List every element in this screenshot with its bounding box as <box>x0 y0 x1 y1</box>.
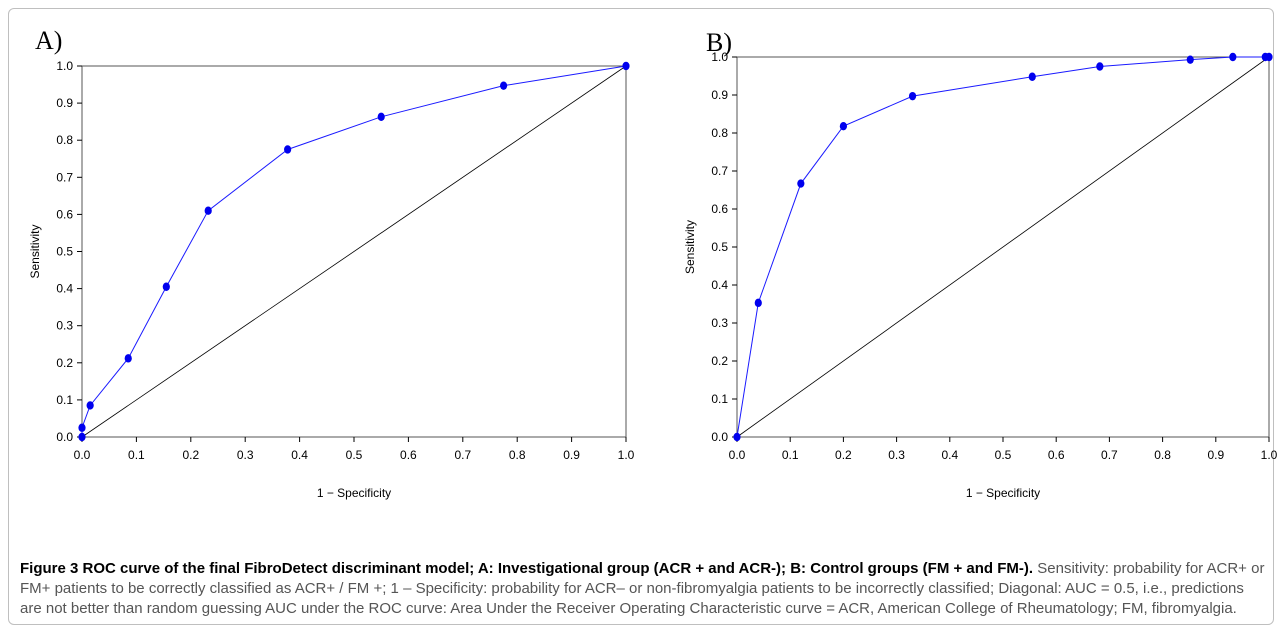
roc-point <box>1265 52 1273 62</box>
x-tick-label: 0.5 <box>995 448 1012 462</box>
panel-a-label: A) <box>35 26 63 55</box>
y-tick-label: 1.0 <box>56 59 73 73</box>
roc-point <box>284 145 292 154</box>
x-tick-label: 0.3 <box>888 448 905 462</box>
roc-point <box>204 206 212 215</box>
diagonal-reference-line <box>81 65 627 438</box>
x-tick-label: 0.8 <box>509 448 526 462</box>
x-tick-label: 0.1 <box>128 448 145 462</box>
x-axis-label: 1 − Specificity <box>317 486 391 500</box>
roc-point <box>78 423 86 432</box>
roc-point <box>733 432 741 442</box>
roc-point <box>839 121 848 131</box>
roc-point <box>1186 55 1194 64</box>
y-tick-label: 1.0 <box>711 50 728 64</box>
y-tick-label: 0.2 <box>56 356 73 370</box>
x-tick-label: 0.0 <box>729 448 746 462</box>
roc-point <box>908 91 917 101</box>
y-tick-label: 0.7 <box>56 170 73 184</box>
roc-point <box>1028 72 1036 81</box>
y-tick-label: 0.8 <box>56 133 73 147</box>
x-tick-label: 0.9 <box>563 448 580 462</box>
roc-point <box>162 282 170 291</box>
y-tick-label: 0.7 <box>711 164 728 178</box>
x-tick-label: 0.0 <box>74 448 91 462</box>
y-axis-label: Sensitivity <box>683 220 697 274</box>
x-tick-label: 0.2 <box>835 448 852 462</box>
y-tick-label: 0.5 <box>711 240 728 254</box>
x-tick-label: 0.4 <box>941 448 958 462</box>
roc-point <box>1096 62 1104 71</box>
figure-frame <box>8 8 1274 625</box>
y-tick-label: 0.1 <box>56 393 73 407</box>
roc-point <box>797 179 805 188</box>
x-axis-label: 1 − Specificity <box>966 486 1040 500</box>
x-tick-label: 0.6 <box>400 448 417 462</box>
roc-point <box>754 298 762 308</box>
y-tick-label: 0.3 <box>56 319 73 333</box>
roc-point <box>377 112 385 122</box>
roc-point <box>124 354 132 363</box>
y-tick-label: 0.9 <box>711 88 728 102</box>
x-tick-label: 0.7 <box>1101 448 1118 462</box>
x-tick-label: 0.5 <box>346 448 363 462</box>
y-tick-label: 0.0 <box>711 430 728 444</box>
x-tick-label: 1.0 <box>618 448 635 462</box>
x-tick-label: 0.3 <box>237 448 254 462</box>
y-tick-label: 0.3 <box>711 316 728 330</box>
roc-point <box>622 61 630 71</box>
y-tick-label: 0.6 <box>56 207 73 221</box>
diagonal-reference-line <box>736 56 1270 438</box>
roc-point <box>86 401 94 410</box>
x-tick-label: 0.8 <box>1154 448 1171 462</box>
caption-title: Figure 3 ROC curve of the final FibroDet… <box>20 560 1034 577</box>
roc-point <box>1229 52 1237 62</box>
x-tick-label: 0.4 <box>291 448 308 462</box>
y-tick-label: 0.0 <box>56 430 73 444</box>
y-tick-label: 0.4 <box>56 282 73 296</box>
y-tick-label: 0.6 <box>711 202 728 216</box>
y-tick-label: 0.8 <box>711 126 728 140</box>
panel-b-label: B) <box>706 28 732 57</box>
y-axis-label: Sensitivity <box>28 224 42 278</box>
roc-point <box>78 432 86 442</box>
y-tick-label: 0.9 <box>56 96 73 110</box>
y-tick-label: 0.1 <box>711 392 728 406</box>
y-tick-label: 0.4 <box>711 278 728 292</box>
x-tick-label: 0.9 <box>1207 448 1224 462</box>
y-tick-label: 0.5 <box>56 245 73 259</box>
roc-point <box>500 81 508 90</box>
x-tick-label: 1.0 <box>1261 448 1278 462</box>
x-tick-label: 0.1 <box>782 448 799 462</box>
x-tick-label: 0.7 <box>454 448 471 462</box>
y-tick-label: 0.2 <box>711 354 728 368</box>
x-tick-label: 0.2 <box>182 448 199 462</box>
roc-curve-line <box>81 65 627 437</box>
x-tick-label: 0.6 <box>1048 448 1065 462</box>
figure-caption: Figure 3 ROC curve of the final FibroDet… <box>20 559 1265 619</box>
caption-text: Sensitivity: probability for ACR+ or FM+… <box>20 560 1265 617</box>
